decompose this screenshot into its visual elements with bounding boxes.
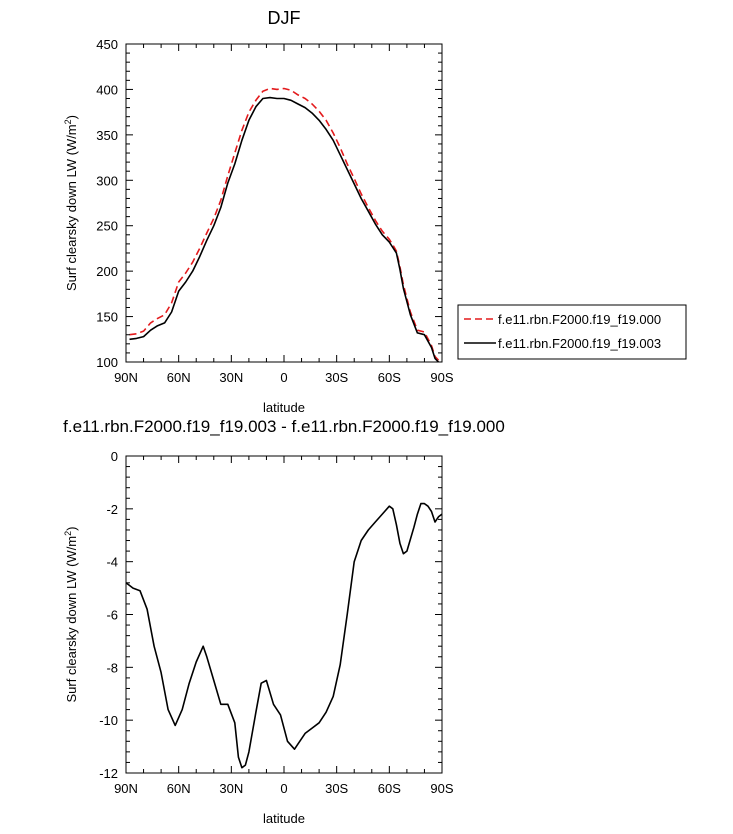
x-tick-label: 30N [219,781,243,796]
y-tick-label: -4 [106,555,118,570]
x-axis-label: latitude [263,811,305,826]
legend-box [457,304,687,360]
series-line-1 [129,96,440,362]
y-axis-label-close: ) [64,527,79,531]
x-tick-label: 0 [280,781,287,796]
legend-label: f.e11.rbn.F2000.f19_f19.003 [498,336,661,351]
x-tick-label: 90N [114,370,138,385]
y-axis-label-close: ) [64,115,79,119]
x-tick-label: 90S [430,781,453,796]
y-tick-label: -6 [106,608,118,623]
y-axis-label: Surf clearsky down LW (W/m2) [63,527,79,703]
y-tick-label: -10 [99,713,118,728]
y-axis-label-main: Surf clearsky down LW (W/m [64,536,79,703]
x-tick-label: 30S [325,781,348,796]
x-tick-label: 60S [378,370,401,385]
plot-frame [125,43,443,363]
x-tick-label: 30N [219,370,243,385]
chart-title: f.e11.rbn.F2000.f19_f19.003 - f.e11.rbn.… [63,417,505,436]
y-tick-label: 0 [111,449,118,464]
x-axis-label: latitude [263,400,305,415]
y-tick-label: 100 [96,355,118,370]
y-tick-label: 200 [96,264,118,279]
y-tick-label: -12 [99,766,118,781]
x-tick-label: 30S [325,370,348,385]
y-tick-label: 250 [96,219,118,234]
y-tick-label: 150 [96,310,118,325]
x-tick-label: 60N [167,370,191,385]
y-axis-label-main: Surf clearsky down LW (W/m [64,124,79,291]
x-tick-label: 90S [430,370,453,385]
y-axis-label-superscript: 2 [63,531,73,536]
y-axis-label-superscript: 2 [63,119,73,124]
legend-label: f.e11.rbn.F2000.f19_f19.000 [498,312,661,327]
bottom-panel: f.e11.rbn.F2000.f19_f19.003 - f.e11.rbn.… [63,417,505,826]
x-tick-label: 60N [167,781,191,796]
y-axis-label: Surf clearsky down LW (W/m2) [63,115,79,291]
y-tick-label: 300 [96,173,118,188]
chart-title: DJF [268,8,301,28]
x-tick-label: 0 [280,370,287,385]
y-tick-label: 450 [96,37,118,52]
y-tick-label: 400 [96,82,118,97]
series-line-0 [126,502,442,769]
x-tick-label: 60S [378,781,401,796]
top-panel: DJF 90N 60N 30N 0 30S 60S 90S 100 150 200 250 300 350… [63,8,687,415]
x-tick-label: 90N [114,781,138,796]
y-tick-label: 350 [96,128,118,143]
series-line-0 [129,87,440,361]
y-tick-label: -2 [106,502,118,517]
y-tick-label: -8 [106,660,118,675]
